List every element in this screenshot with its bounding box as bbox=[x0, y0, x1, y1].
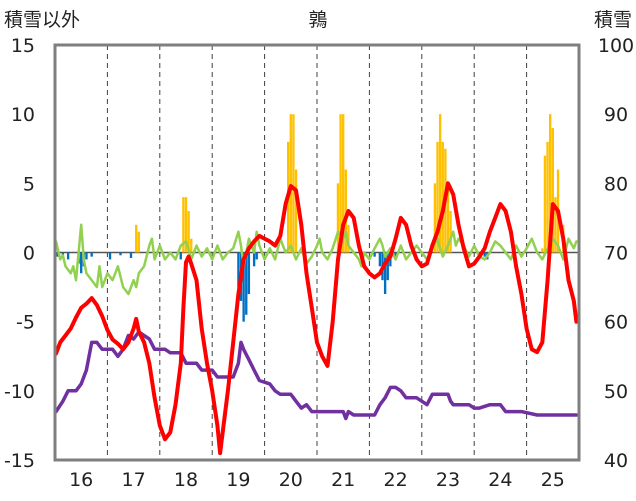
bar bbox=[342, 114, 345, 253]
right-tick-label: 80 bbox=[604, 173, 628, 195]
left-tick-label: -5 bbox=[16, 312, 35, 334]
bar bbox=[108, 252, 112, 260]
bar bbox=[438, 114, 442, 253]
bar bbox=[292, 114, 295, 253]
x-tick-label: 24 bbox=[488, 469, 512, 491]
bar bbox=[119, 252, 122, 256]
right-tick-label: 100 bbox=[598, 35, 634, 57]
snow-depth-line bbox=[54, 330, 579, 421]
bar bbox=[433, 183, 437, 253]
bar bbox=[386, 252, 389, 281]
bar bbox=[551, 128, 554, 253]
left-tick-label: 5 bbox=[23, 173, 35, 195]
right-tick-label: 50 bbox=[604, 381, 628, 403]
bar bbox=[135, 224, 138, 253]
bar bbox=[182, 197, 185, 253]
left-tick-label: -10 bbox=[4, 381, 35, 403]
bar bbox=[137, 231, 141, 253]
bar bbox=[347, 224, 350, 253]
x-tick-label: 17 bbox=[122, 469, 146, 491]
bar bbox=[90, 252, 93, 257]
right-axis: 100 90 80 70 60 50 40 bbox=[598, 35, 634, 472]
bar bbox=[378, 252, 382, 267]
temperature-line bbox=[54, 181, 579, 456]
x-axis: 16 17 18 19 20 21 22 23 24 25 bbox=[69, 469, 565, 491]
bar bbox=[179, 252, 182, 260]
bar bbox=[549, 114, 552, 253]
right-tick-label: 40 bbox=[604, 450, 628, 472]
bar bbox=[383, 252, 387, 294]
x-tick-label: 23 bbox=[436, 469, 460, 491]
right-axis-title: 積雪 bbox=[594, 9, 632, 31]
green-series-line bbox=[54, 223, 578, 296]
bar bbox=[184, 197, 188, 253]
left-tick-label: 15 bbox=[11, 35, 35, 57]
x-tick-label: 18 bbox=[174, 469, 198, 491]
bar bbox=[449, 211, 452, 253]
right-tick-label: 60 bbox=[604, 312, 628, 334]
bar bbox=[294, 169, 298, 253]
left-axis: 15 10 5 0 -5 -10 -15 bbox=[4, 35, 35, 472]
bar bbox=[483, 252, 486, 257]
bar bbox=[339, 114, 342, 253]
x-tick-label: 22 bbox=[384, 469, 408, 491]
bar bbox=[245, 252, 248, 315]
bar bbox=[252, 252, 256, 267]
bar bbox=[373, 252, 376, 257]
bar bbox=[187, 211, 190, 253]
bar bbox=[247, 252, 251, 294]
bar bbox=[436, 141, 439, 253]
bar bbox=[289, 114, 292, 253]
left-tick-label: 10 bbox=[11, 104, 35, 126]
bar bbox=[344, 169, 347, 253]
left-tick-label: 0 bbox=[23, 243, 35, 265]
x-tick-label: 20 bbox=[279, 469, 303, 491]
x-tick-label: 19 bbox=[226, 469, 250, 491]
bar bbox=[85, 252, 88, 260]
bar bbox=[255, 252, 258, 260]
bar bbox=[446, 183, 450, 253]
bar bbox=[543, 155, 547, 253]
plot-frame bbox=[53, 43, 581, 462]
bar bbox=[546, 141, 549, 253]
bar bbox=[242, 252, 245, 322]
bar bbox=[336, 183, 340, 253]
bar bbox=[80, 252, 83, 274]
bar bbox=[56, 252, 59, 257]
bar bbox=[129, 252, 133, 259]
right-tick-label: 70 bbox=[604, 243, 628, 265]
bar bbox=[441, 141, 444, 253]
x-tick-label: 16 bbox=[69, 469, 93, 491]
bar bbox=[190, 238, 193, 253]
x-tick-label: 21 bbox=[331, 469, 355, 491]
chart-title: 鶉 bbox=[308, 9, 327, 31]
bar bbox=[554, 197, 557, 253]
x-tick-label: 25 bbox=[541, 469, 565, 491]
left-axis-title: 積雪以外 bbox=[4, 9, 80, 31]
left-tick-label: -15 bbox=[4, 450, 35, 472]
bar bbox=[237, 252, 240, 288]
bar bbox=[66, 252, 70, 260]
bar bbox=[541, 248, 544, 253]
line-series bbox=[54, 181, 579, 456]
right-tick-label: 90 bbox=[604, 104, 628, 126]
